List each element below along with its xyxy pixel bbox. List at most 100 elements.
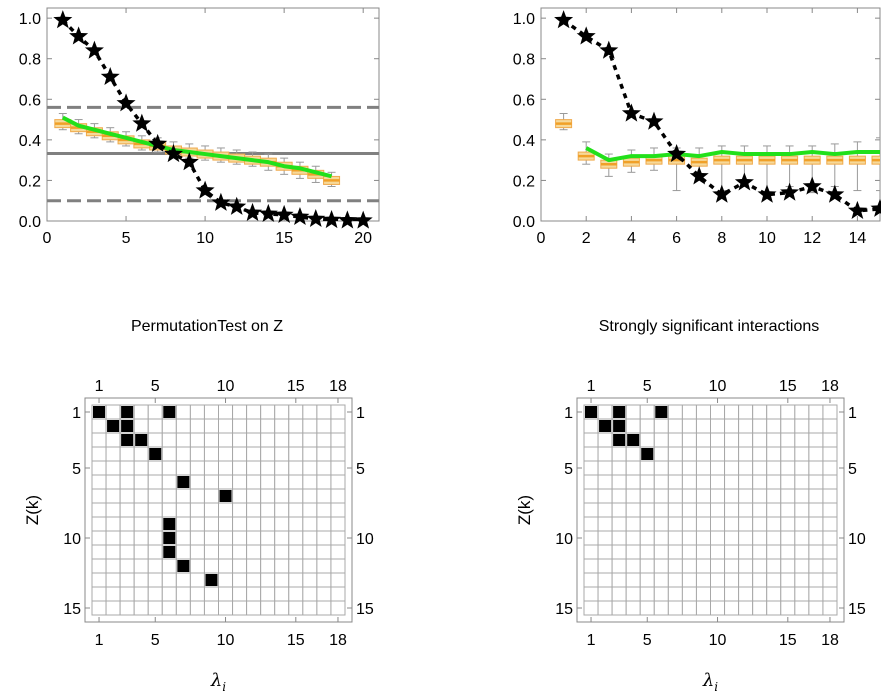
- grid-cell: [766, 516, 782, 532]
- grid-cell: [766, 572, 782, 588]
- grid-cell: [147, 404, 163, 420]
- grid-cell: [695, 404, 712, 420]
- grid-cell: [274, 404, 290, 420]
- x-tick-label: 15: [275, 230, 293, 247]
- x-tick-label-top: 15: [287, 378, 305, 395]
- grid-cell: [794, 404, 810, 420]
- grid-cell: [653, 516, 669, 532]
- grid-cell: [695, 586, 712, 602]
- grid-cell: [695, 446, 712, 462]
- grid-cell: [710, 460, 726, 476]
- grid-cell: [794, 488, 810, 504]
- grid-cell: [274, 488, 290, 504]
- y-tick-label-left: 5: [72, 461, 81, 478]
- grid-cell: [738, 418, 754, 434]
- grid-cell: [653, 502, 669, 518]
- grid-cell: [218, 530, 234, 546]
- grid-cell: [260, 432, 276, 448]
- grid-cell: [218, 516, 234, 532]
- grid-cell: [316, 460, 332, 476]
- line-chart-2: 0.0 0.2 0.4 0.6 0.8 1.0 0 2 4 6 8 10 12 14: [513, 7, 881, 247]
- grid-cell: [808, 502, 824, 518]
- y-axis-label: Z(k): [23, 495, 42, 525]
- grid-cell: [808, 558, 824, 574]
- grid-cell: [316, 530, 332, 546]
- grid-cell: [232, 502, 248, 518]
- filled-cell: [627, 434, 640, 446]
- grid-cell: [288, 586, 304, 602]
- grid-cell: [218, 460, 234, 476]
- grid-cell: [330, 530, 346, 546]
- grid-cell: [175, 418, 191, 434]
- grid-cell: [147, 544, 163, 560]
- grid-cell: [147, 558, 163, 574]
- filled-cell: [107, 420, 120, 432]
- grid-cell: [288, 432, 304, 448]
- grid-cell: [175, 572, 191, 588]
- grid-cell: [597, 502, 613, 518]
- grid-cell: [710, 586, 726, 602]
- grid-cell: [246, 460, 262, 476]
- grid-cell: [611, 474, 627, 490]
- grid-cell: [639, 572, 655, 588]
- grid-cell: [302, 558, 318, 574]
- grid-cell: [260, 460, 276, 476]
- grid-cell: [133, 558, 149, 574]
- grid-cell: [203, 586, 219, 602]
- grid-cell: [667, 488, 683, 504]
- grid-cell: [246, 418, 262, 434]
- grid-cell: [203, 600, 219, 616]
- grid-cell: [583, 600, 599, 616]
- data-point-star: [825, 184, 845, 203]
- x-tick-label: 10: [758, 230, 776, 247]
- grid-cell: [175, 516, 191, 532]
- x-tick-label-top: 10: [217, 378, 235, 395]
- grid-cell: [822, 446, 838, 462]
- grid-cell: [611, 600, 627, 616]
- grid-cell: [752, 488, 768, 504]
- grid-cell: [667, 418, 683, 434]
- filled-cell: [641, 448, 654, 460]
- grid-cell: [752, 516, 768, 532]
- data-point-star: [757, 184, 777, 203]
- grid-cell: [681, 600, 697, 616]
- grid-cell: [583, 474, 599, 490]
- grid-cell: [752, 530, 768, 546]
- grid-cell: [105, 572, 121, 588]
- grid-cell: [794, 572, 810, 588]
- grid-cell: [611, 544, 627, 560]
- grid-cell: [653, 474, 669, 490]
- grid-cell: [681, 404, 697, 420]
- grid-cell: [189, 432, 205, 448]
- grid-cell: [639, 502, 655, 518]
- grid-cell: [780, 530, 796, 546]
- data-point-star: [712, 184, 732, 203]
- grid-cell: [232, 600, 248, 616]
- x-axis-label: λi: [702, 670, 718, 694]
- grid-cell: [625, 502, 641, 518]
- grid-cell: [695, 544, 712, 560]
- grid-cell: [218, 544, 234, 560]
- grid-cell: [91, 530, 107, 546]
- grid-cell: [752, 502, 768, 518]
- grid-cell: [738, 558, 754, 574]
- grid-cell: [203, 474, 219, 490]
- grid-cell: [766, 502, 782, 518]
- data-point-star: [211, 192, 231, 211]
- grid-cell: [161, 418, 177, 434]
- grid-cell: [203, 446, 219, 462]
- grid-cell: [724, 586, 740, 602]
- grid-cell: [274, 418, 290, 434]
- grid-cell: [653, 586, 669, 602]
- grid-cell: [667, 516, 683, 532]
- grid-cell: [611, 558, 627, 574]
- grid-cell: [302, 544, 318, 560]
- grid-cell: [330, 502, 346, 518]
- grid-cell: [274, 432, 290, 448]
- grid-cell: [260, 600, 276, 616]
- grid-cell: [302, 432, 318, 448]
- grid-cell: [639, 460, 655, 476]
- grid-cell: [695, 502, 712, 518]
- grid-cell: [766, 418, 782, 434]
- grid-cell: [766, 544, 782, 560]
